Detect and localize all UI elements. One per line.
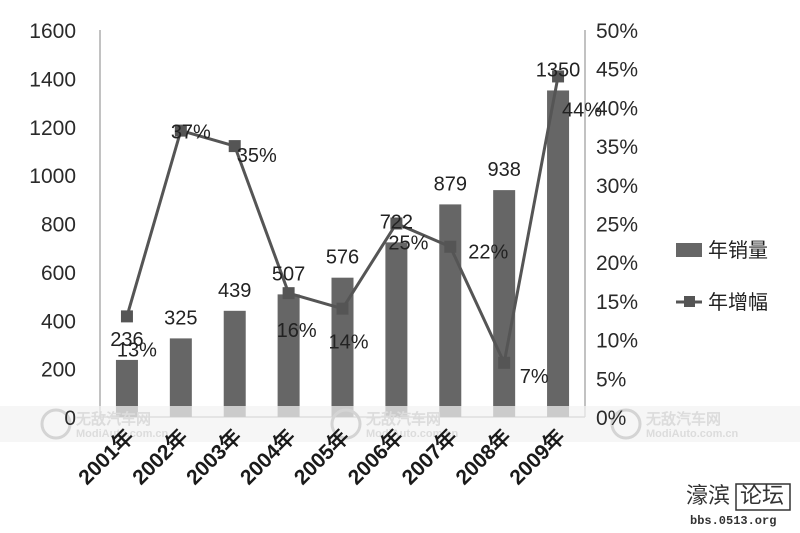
line-data-labels: 13% 37% 35% 16% 14% 25% 22% 7% 44% xyxy=(117,99,602,387)
y-tick-label: 1400 xyxy=(29,68,76,91)
bar xyxy=(493,190,516,417)
line-point xyxy=(120,310,133,323)
y2-tick-label: 0% xyxy=(596,407,626,430)
watermark-emblem xyxy=(330,408,362,440)
line-data-label: 14% xyxy=(328,332,368,354)
watermark-emblem xyxy=(40,408,72,440)
line-point xyxy=(336,302,349,315)
y2-axis-ticks: 0% 5% 10% 15% 20% 25% 30% 35% 40% 45% 50% xyxy=(596,20,638,430)
line-data-label: 25% xyxy=(388,233,428,255)
bar-data-label: 439 xyxy=(218,280,251,302)
line-data-label: 35% xyxy=(237,145,277,167)
logo-url: bbs.0513.org xyxy=(690,514,776,528)
y-axis-ticks: 0 200 400 600 800 1000 1200 1400 1600 xyxy=(29,20,76,430)
y-tick-label: 600 xyxy=(41,262,76,285)
y-tick-label: 200 xyxy=(41,359,76,382)
y2-tick-label: 20% xyxy=(596,252,638,275)
logo-text-b: 论坛 xyxy=(740,483,784,508)
bar-data-label: 938 xyxy=(487,159,520,181)
line-point xyxy=(174,124,187,137)
line-data-label: 7% xyxy=(520,366,549,388)
line-data-label: 22% xyxy=(468,242,508,264)
y2-tick-label: 40% xyxy=(596,97,638,120)
y2-tick-label: 30% xyxy=(596,175,638,198)
line-data-label: 37% xyxy=(171,122,211,144)
watermark-strip: 无敌汽车网ModiAuto.com.cn无敌汽车网ModiAuto.com.cn… xyxy=(0,406,800,442)
line-data-label: 44% xyxy=(562,99,602,121)
bar xyxy=(223,310,246,417)
legend-line-marker xyxy=(684,296,695,307)
bar xyxy=(547,90,570,417)
line-point xyxy=(228,140,241,153)
line-point xyxy=(498,356,511,369)
y2-tick-label: 35% xyxy=(596,136,638,159)
y-tick-label: 800 xyxy=(41,214,76,237)
bar-data-label: 325 xyxy=(164,307,197,329)
line-data-label: 13% xyxy=(117,339,157,361)
line-point xyxy=(282,287,295,300)
y-tick-label: 1200 xyxy=(29,117,76,140)
bar xyxy=(169,338,192,417)
y-tick-label: 0 xyxy=(64,407,76,430)
y-tick-label: 1600 xyxy=(29,20,76,43)
watermark-text: 无敌汽车网 xyxy=(365,410,441,428)
legend-bar-swatch xyxy=(676,243,702,257)
line-point xyxy=(552,70,565,83)
y2-tick-label: 5% xyxy=(596,368,626,391)
legend-bar-label: 年销量 xyxy=(708,239,768,262)
bar-data-labels: 236 325 439 507 576 722 879 938 1350 xyxy=(110,59,580,350)
logo-box xyxy=(735,483,791,511)
y-tick-label: 1000 xyxy=(29,165,76,188)
line-series xyxy=(120,70,565,369)
watermark-emblem xyxy=(610,408,642,440)
bar xyxy=(385,242,408,417)
watermark-band xyxy=(0,406,800,442)
line-point xyxy=(444,240,457,253)
bar xyxy=(277,294,300,417)
y2-tick-label: 50% xyxy=(596,20,638,43)
y2-tick-label: 10% xyxy=(596,330,638,353)
y2-tick-label: 15% xyxy=(596,291,638,314)
line-point xyxy=(390,217,403,230)
bar-data-label: 507 xyxy=(272,263,305,285)
watermark-text: 无敌汽车网 xyxy=(645,410,721,428)
bar xyxy=(439,204,462,417)
bar-data-label: 236 xyxy=(110,329,143,351)
watermark-url: ModiAuto.com.cn xyxy=(646,428,739,440)
y2-tick-label: 45% xyxy=(596,59,638,82)
watermark-url: ModiAuto.com.cn xyxy=(76,428,169,440)
y2-tick-label: 25% xyxy=(596,214,638,237)
forum-logo: 濠滨 论坛 bbs.0513.org xyxy=(686,483,791,528)
line-data-label: 16% xyxy=(277,320,317,342)
logo-text-a: 濠滨 xyxy=(686,483,730,508)
bar-data-label: 879 xyxy=(434,173,467,195)
watermark-url: ModiAuto.com.cn xyxy=(366,428,459,440)
legend: 年销量 年增幅 xyxy=(676,239,768,314)
legend-line-label: 年增幅 xyxy=(708,291,768,314)
bar-data-label: 1350 xyxy=(536,59,581,81)
bar-data-label: 722 xyxy=(380,211,413,233)
watermark-text: 无敌汽车网 xyxy=(75,410,151,428)
bar-data-label: 576 xyxy=(326,247,359,269)
bar xyxy=(115,359,138,417)
y-tick-label: 400 xyxy=(41,310,76,333)
